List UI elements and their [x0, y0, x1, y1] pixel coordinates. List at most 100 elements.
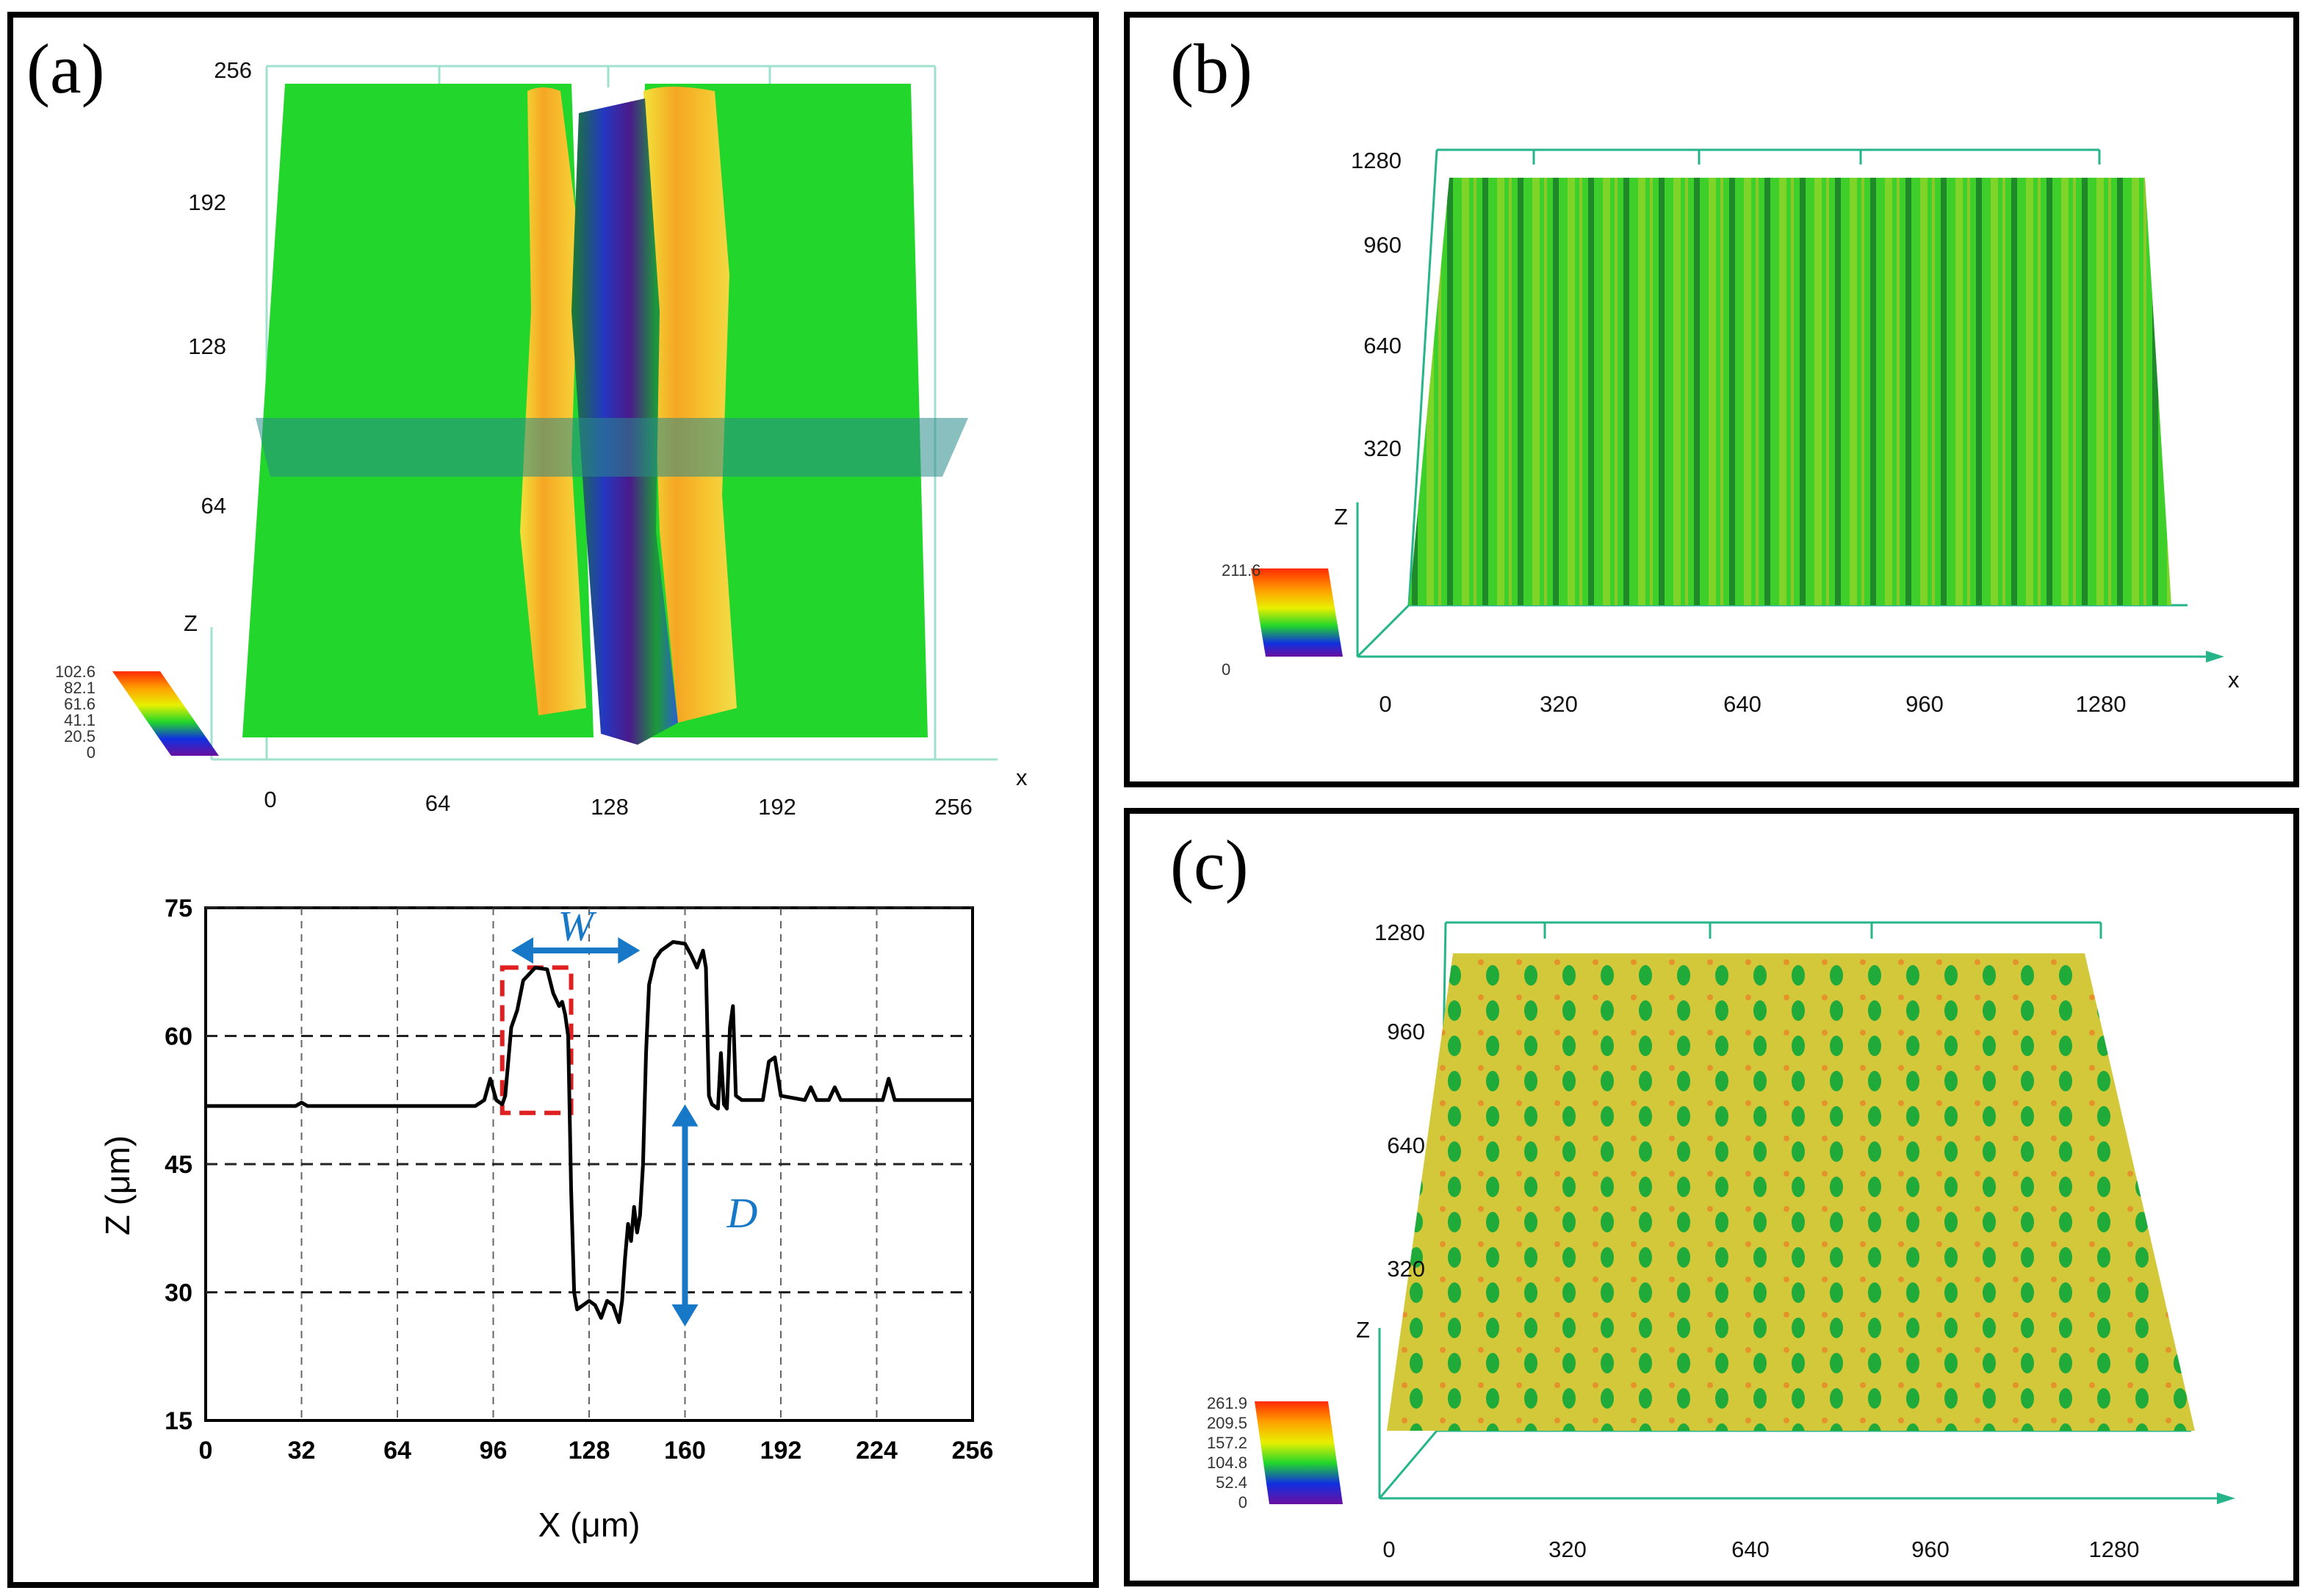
surface-a-ridge-right	[643, 87, 737, 723]
profile-xtick: 32	[288, 1437, 316, 1465]
surface-c-xtick: 960	[1911, 1537, 1950, 1562]
profile-ytick: 45	[165, 1151, 192, 1179]
depth-annotation: D	[726, 1189, 758, 1237]
surface-c-ytick: 640	[1387, 1133, 1425, 1158]
surface-c-xtick: 1280	[2089, 1537, 2140, 1562]
surface-b-colorbar	[1251, 568, 1343, 657]
profile-xtick: 0	[199, 1437, 213, 1465]
surface-a-ytick: 128	[188, 333, 226, 359]
legend-value: 82.1	[64, 679, 95, 697]
panel-c: (c)	[1124, 808, 2299, 1586]
surface-b-ytick: 960	[1363, 232, 1402, 258]
surface-b-ytick: 640	[1363, 333, 1402, 358]
surface-c-surface	[1387, 953, 2195, 1431]
surface-b-xtick: 0	[1379, 691, 1391, 717]
surface-b-ytick: 1280	[1351, 148, 1402, 173]
surface-b-xtick: 1280	[2076, 691, 2127, 717]
surface-a-ytick: 64	[201, 493, 226, 519]
surface-a-ytick: 192	[188, 189, 226, 215]
legend-value: 61.6	[64, 695, 95, 713]
profile-xtick: 192	[760, 1437, 802, 1465]
profile-x-ticks: 0 32 64 96 128 160 192 224 256	[199, 1437, 994, 1465]
panel-b: (b)	[1124, 12, 2299, 787]
surface-a-section-plane	[256, 418, 968, 477]
surface-b-z-axis-label: Z	[1334, 504, 1348, 530]
profile-ytick: 30	[165, 1279, 192, 1307]
profile-series-line	[206, 940, 973, 1324]
profile-xtick: 160	[664, 1437, 706, 1465]
legend-value: 157.2	[1207, 1434, 1247, 1452]
surface-b-chart: 320 640 960 1280 0 320 640 960 1280 x Z …	[1222, 148, 2240, 717]
surface-b-xtick: 960	[1905, 691, 1944, 717]
legend-value: 20.5	[64, 727, 95, 745]
surface-b-x-ticks: 0 320 640 960 1280	[1379, 691, 2126, 717]
profile-grid	[206, 906, 973, 1420]
surface-b-xtick: 320	[1540, 691, 1578, 717]
legend-value: 102.6	[55, 662, 95, 681]
surface-b-x-arrowhead	[2206, 651, 2224, 662]
profile-x-axis-label: X (μm)	[538, 1506, 641, 1544]
legend-value: 41.1	[64, 711, 95, 729]
surface-c-x-arrowhead	[2217, 1492, 2235, 1504]
surface-c-xtick: 320	[1548, 1537, 1587, 1562]
profile-highlight-box	[500, 965, 574, 1116]
surface-a-legend-values: 102.6 82.1 61.6 41.1 20.5 0	[55, 662, 95, 762]
profile-xtick: 128	[569, 1437, 610, 1465]
profile-xtick: 224	[856, 1437, 898, 1465]
surface-c-colorbar	[1255, 1401, 1343, 1504]
profile-xtick: 256	[952, 1437, 994, 1465]
surface-c-z-axis-label: Z	[1356, 1317, 1370, 1343]
surface-a-plate-left	[242, 84, 594, 737]
surface-a-z-axis-label: Z	[184, 610, 198, 636]
profile-y-axis-label: Z (μm)	[98, 1135, 137, 1235]
surface-a-chart: 64 128 192 256 0 64 128 192 256 x Z 102.…	[55, 57, 1028, 820]
width-arrow	[511, 937, 641, 964]
legend-value: 0	[1238, 1493, 1247, 1512]
profile-xtick: 96	[480, 1437, 508, 1465]
profile-ytick: 15	[165, 1407, 192, 1435]
surface-c-ytick: 320	[1387, 1256, 1425, 1282]
surface-c-x-ticks: 0 320 640 960 1280	[1382, 1537, 2139, 1562]
profile-ytick: 75	[165, 895, 192, 922]
surface-b-xtick: 640	[1723, 691, 1761, 717]
surface-b-x-axis-label: x	[2228, 667, 2240, 693]
surface-b-legend-max: 211.6	[1222, 561, 1261, 579]
surface-b-y-ticks: 320 640 960 1280	[1351, 148, 1402, 461]
surface-c-xtick: 0	[1382, 1537, 1395, 1562]
width-annotation: W	[558, 902, 596, 950]
surface-a-xtick: 128	[591, 794, 629, 820]
surface-c-ytick: 1280	[1374, 920, 1425, 945]
surface-c-legend-values: 261.9 209.5 157.2 104.8 52.4 0	[1207, 1394, 1247, 1512]
panel-a: (a)	[7, 12, 1099, 1588]
legend-value: 52.4	[1216, 1473, 1247, 1492]
panel-c-label: (c)	[1170, 826, 1249, 904]
depth-arrow	[671, 1104, 699, 1327]
legend-value: 0	[87, 743, 95, 762]
panel-a-label: (a)	[26, 29, 105, 108]
surface-b-ytick: 320	[1363, 436, 1402, 461]
surface-a-xtick: 192	[758, 794, 796, 820]
surface-a-xtick: 64	[425, 790, 450, 816]
surface-a-y-ticks: 64 128 192 256	[188, 57, 252, 519]
surface-a-xtick: 256	[934, 794, 973, 820]
surface-a-x-axis-label: x	[1016, 765, 1028, 790]
surface-b-surface	[1409, 178, 2171, 605]
legend-value: 261.9	[1207, 1394, 1247, 1412]
surface-c-chart: 320 640 960 1280 0 320 640 960 1280 Z 26…	[1207, 920, 2235, 1562]
profile-xtick: 64	[383, 1437, 411, 1465]
panel-b-label: (b)	[1170, 29, 1252, 108]
surface-a-ridge-left	[520, 87, 586, 715]
surface-a-x-ticks: 0 64 128 192 256	[264, 787, 972, 820]
surface-c-y-ticks: 320 640 960 1280	[1374, 920, 1425, 1282]
profile-ytick: 60	[165, 1023, 192, 1051]
surface-a-ytick: 256	[214, 57, 252, 83]
surface-c-xtick: 640	[1731, 1537, 1770, 1562]
profile-y-ticks: 75 60 45 30 15	[165, 895, 192, 1435]
surface-b-legend-min: 0	[1222, 660, 1230, 679]
profile-chart: 75 60 45 30 15 0 32 64 96 128 160 192 22…	[98, 895, 994, 1544]
surface-c-ytick: 960	[1387, 1019, 1425, 1044]
surface-a-colorbar	[112, 671, 219, 756]
legend-value: 104.8	[1207, 1454, 1247, 1472]
legend-value: 209.5	[1207, 1414, 1247, 1432]
surface-a-xtick: 0	[264, 787, 276, 812]
